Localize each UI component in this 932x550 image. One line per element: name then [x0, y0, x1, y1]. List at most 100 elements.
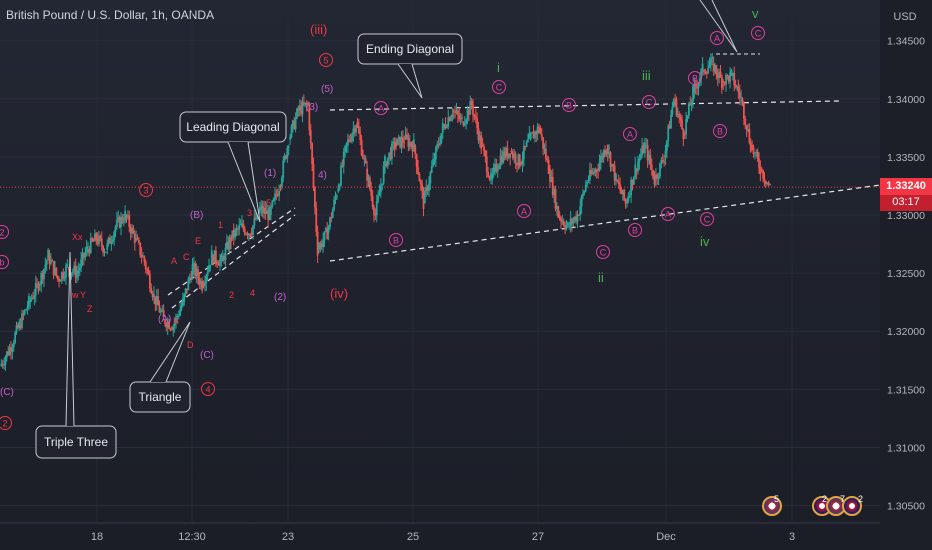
- candle-body: [122, 221, 125, 223]
- candle-body: [408, 142, 411, 147]
- candle-body: [414, 145, 417, 155]
- candle-body: [146, 269, 149, 271]
- candle-body: [151, 293, 154, 298]
- candle-body: [565, 224, 568, 229]
- candle-body: [153, 293, 155, 298]
- candle-body: [323, 231, 326, 241]
- candle-body: [392, 142, 395, 144]
- candle-body: [16, 325, 19, 329]
- candle-body: [322, 240, 325, 247]
- candle-body: [602, 150, 605, 159]
- candle-body: [49, 260, 52, 264]
- candle-body: [514, 154, 517, 164]
- candle-body: [91, 238, 94, 241]
- candle-body: [707, 68, 710, 74]
- candle-body: [412, 139, 415, 152]
- candle-body: [379, 185, 382, 193]
- callout-triple-three[interactable]: Triple Three: [35, 251, 117, 459]
- candle-body: [29, 299, 32, 303]
- candle-body: [597, 168, 600, 171]
- candle-body: [103, 251, 106, 253]
- candle-body: [297, 108, 300, 111]
- candle-body: [247, 233, 250, 236]
- candle-body: [599, 155, 602, 163]
- candle-body: [676, 114, 679, 116]
- candle-body: [206, 271, 209, 276]
- candle-body: [516, 163, 518, 166]
- candle-body: [736, 86, 738, 88]
- event-flags[interactable]: 5 2 7 2: [760, 494, 870, 516]
- candle-body: [605, 150, 608, 155]
- candle-body: [461, 117, 463, 119]
- flag-us-icon[interactable]: [762, 496, 782, 516]
- candle-body: [155, 296, 158, 305]
- candle-body: [177, 315, 180, 317]
- candle-body: [115, 219, 118, 227]
- flag-uk-icon-2[interactable]: [842, 496, 862, 516]
- candle-body: [312, 164, 315, 188]
- y-tick-label: 1.31500: [887, 384, 925, 396]
- candle-body: [242, 223, 245, 229]
- candle-body: [66, 264, 69, 266]
- candle-body: [716, 73, 719, 79]
- candle-body: [703, 69, 705, 73]
- candle-body: [7, 351, 10, 355]
- current-price-badge[interactable]: 1.33240: [880, 178, 932, 196]
- candle-body: [698, 78, 701, 83]
- candle-body: [19, 325, 22, 328]
- candle-body: [433, 159, 436, 163]
- candle-body: [627, 196, 630, 202]
- candle-body: [506, 147, 509, 158]
- candle-body: [419, 181, 422, 185]
- candle-body: [393, 142, 396, 149]
- candle-body: [478, 135, 481, 141]
- candle-body: [445, 127, 448, 129]
- candle-body: [374, 215, 377, 217]
- candle-body: [82, 253, 85, 258]
- candle-body: [579, 206, 582, 216]
- candle-body: [645, 145, 648, 147]
- candle-body: [753, 152, 756, 155]
- candle-body: [520, 162, 523, 165]
- candle-body: [223, 255, 226, 261]
- candle-body: [71, 271, 74, 273]
- candle-body: [415, 154, 418, 168]
- wave-4-paren: 4): [318, 170, 327, 181]
- candle-body: [129, 227, 132, 234]
- candle-body: [668, 125, 671, 129]
- candle-body: [546, 158, 549, 160]
- candle-body: [583, 191, 586, 194]
- flag-count-4: 2: [858, 494, 864, 504]
- candle-body: [27, 295, 30, 307]
- candle-body: [553, 189, 556, 196]
- candle-body: [375, 201, 378, 216]
- candle-body: [616, 180, 619, 182]
- candle-body: [246, 233, 249, 236]
- wave-2-paren: (2): [274, 292, 286, 303]
- callout-ending-diagonal[interactable]: Ending Diagonal: [357, 33, 463, 99]
- candle-body: [557, 206, 560, 218]
- wave-circle-label: 2: [2, 419, 7, 429]
- candle-body: [195, 269, 198, 277]
- candle-body: [62, 272, 65, 278]
- candle-body: [697, 82, 700, 89]
- candle-body: [693, 84, 696, 93]
- price-axis[interactable]: [880, 0, 932, 550]
- candle-body: [373, 206, 375, 216]
- callout-triangle[interactable]: Triangle: [129, 321, 191, 413]
- wave-circle-label: B: [566, 101, 572, 111]
- candle-body: [659, 162, 661, 177]
- wave-C: C: [183, 252, 190, 262]
- candle-body: [346, 139, 349, 146]
- candle-body: [186, 288, 188, 291]
- x-tick-label: Dec: [656, 531, 676, 543]
- candle-body: [10, 348, 12, 352]
- candle-body: [313, 187, 316, 208]
- candle-body: [675, 99, 678, 116]
- candle-body: [356, 122, 359, 127]
- candle-body: [428, 183, 430, 191]
- candle-body: [487, 171, 490, 177]
- candle-body: [621, 189, 624, 195]
- callout-leading-diagonal[interactable]: Leading Diagonal: [179, 111, 287, 223]
